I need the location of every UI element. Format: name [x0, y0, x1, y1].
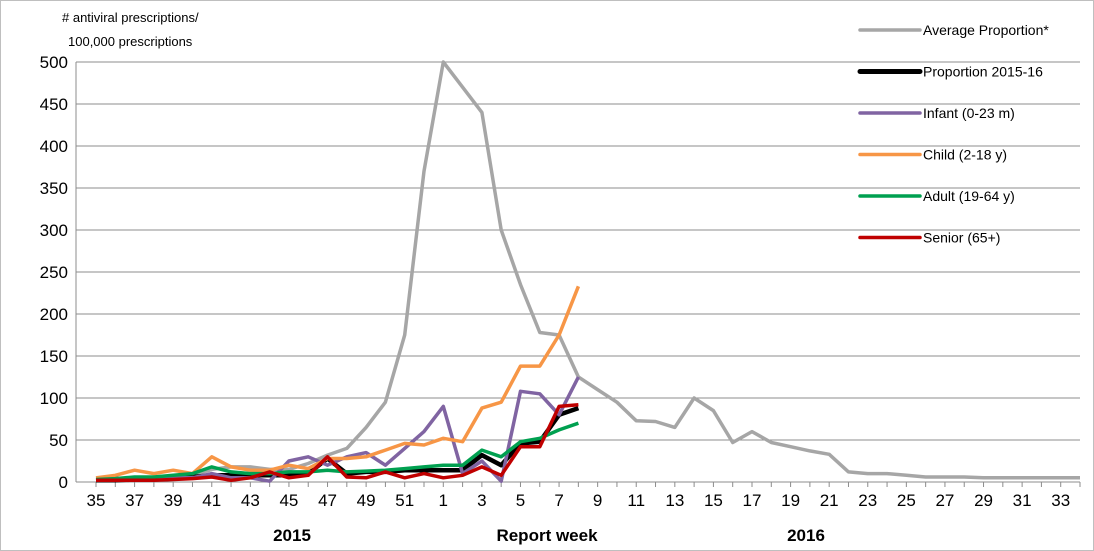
x-tick-label: 47 — [318, 491, 337, 510]
x-tick-label: 27 — [935, 491, 954, 510]
y-tick-label: 150 — [40, 347, 68, 366]
y-tick-label: 100 — [40, 389, 68, 408]
series-lines — [95, 60, 1080, 483]
x-tick-label: 21 — [820, 491, 839, 510]
x-tick-label: 41 — [202, 491, 221, 510]
x-tick-label: 35 — [87, 491, 106, 510]
x-tick-label: 31 — [1013, 491, 1032, 510]
x-tick-label: 3 — [477, 491, 486, 510]
x-tick-label: 33 — [1051, 491, 1070, 510]
x-tick-label: 19 — [781, 491, 800, 510]
year-label-2016: 2016 — [787, 526, 825, 545]
x-tick-label: 15 — [704, 491, 723, 510]
y-tick-label: 400 — [40, 137, 68, 156]
legend-label: Average Proportion* — [923, 22, 1049, 38]
x-tick-label: 39 — [164, 491, 183, 510]
y-tick-label: 500 — [40, 53, 68, 72]
y-axis-label-line1: # antiviral prescriptions/ — [62, 10, 199, 25]
x-tick-label: 7 — [554, 491, 563, 510]
x-tick-label: 49 — [357, 491, 376, 510]
legend: Average Proportion* Proportion 2015-16 Inf… — [857, 22, 1049, 246]
x-tick-label: 5 — [516, 491, 525, 510]
x-tick-label: 17 — [743, 491, 762, 510]
legend-label: Adult (19-64 y) — [923, 188, 1015, 204]
legend-label: Proportion 2015-16 — [923, 64, 1043, 80]
x-tick-label: 9 — [593, 491, 602, 510]
y-tick-label: 450 — [40, 95, 68, 114]
x-tick-label: 1 — [439, 491, 448, 510]
y-axis: 0 50 100 150 200 250 300 350 400 450 500 — [40, 53, 77, 492]
grid-lines — [76, 61, 1080, 483]
x-tick-label: 37 — [125, 491, 144, 510]
y-tick-label: 350 — [40, 179, 68, 198]
series-line — [96, 402, 579, 483]
y-tick-label: 250 — [40, 263, 68, 282]
y-tick-label: 200 — [40, 305, 68, 324]
x-tick-label: 43 — [241, 491, 260, 510]
x-axis: 35 37 39 41 43 45 47 49 51 1 3 5 7 9 11 13 15 17 19 21 23 25 2… — [87, 482, 1081, 510]
x-tick-label: 29 — [974, 491, 993, 510]
year-label-2015: 2015 — [273, 526, 311, 545]
x-tick-label: 23 — [858, 491, 877, 510]
x-tick-label: 51 — [395, 491, 414, 510]
x-axis-label: Report week — [496, 526, 598, 545]
series-line — [96, 60, 1080, 482]
x-tick-label: 25 — [897, 491, 916, 510]
y-axis-label-line2: 100,000 prescriptions — [68, 34, 193, 49]
y-tick-label: 0 — [59, 473, 68, 492]
x-tick-label: 45 — [279, 491, 298, 510]
x-tick-label: 11 — [627, 491, 645, 510]
series-line — [95, 421, 579, 482]
y-tick-label: 50 — [49, 431, 68, 450]
legend-label: Senior (65+) — [923, 230, 1000, 246]
x-tick-label: 13 — [665, 491, 684, 510]
series-line — [95, 285, 581, 480]
legend-label: Child (2-18 y) — [923, 147, 1007, 163]
y-tick-label: 300 — [40, 221, 68, 240]
legend-label: Infant (0-23 m) — [923, 105, 1015, 121]
